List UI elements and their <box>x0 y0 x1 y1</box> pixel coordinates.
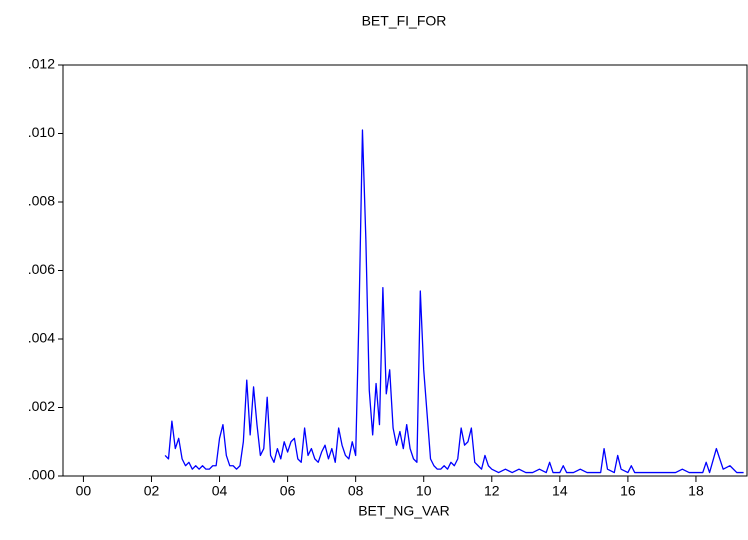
y-tick-label: .010 <box>28 124 55 140</box>
y-tick-label: .006 <box>28 261 55 277</box>
chart-title: BET_FI_FOR <box>362 13 447 29</box>
x-tick-label: 18 <box>688 483 704 499</box>
plot-frame <box>62 64 748 477</box>
x-tick-label: 14 <box>552 483 568 499</box>
x-axis-label: BET_NG_VAR <box>358 503 450 519</box>
x-tick-label: 06 <box>280 483 296 499</box>
y-tick-label: .000 <box>28 467 55 483</box>
y-tick-label: .002 <box>28 398 55 414</box>
x-tick-label: 02 <box>144 483 160 499</box>
x-tick-label: 00 <box>76 483 92 499</box>
data-line <box>164 129 744 474</box>
x-tick-label: 08 <box>348 483 364 499</box>
y-tick-label: .012 <box>28 56 55 72</box>
y-tick-label: .004 <box>28 330 55 346</box>
x-tick-label: 16 <box>620 483 636 499</box>
y-tick-label: .008 <box>28 193 55 209</box>
x-tick-label: 12 <box>484 483 500 499</box>
x-tick-label: 04 <box>212 483 228 499</box>
x-tick-label: 10 <box>416 483 432 499</box>
